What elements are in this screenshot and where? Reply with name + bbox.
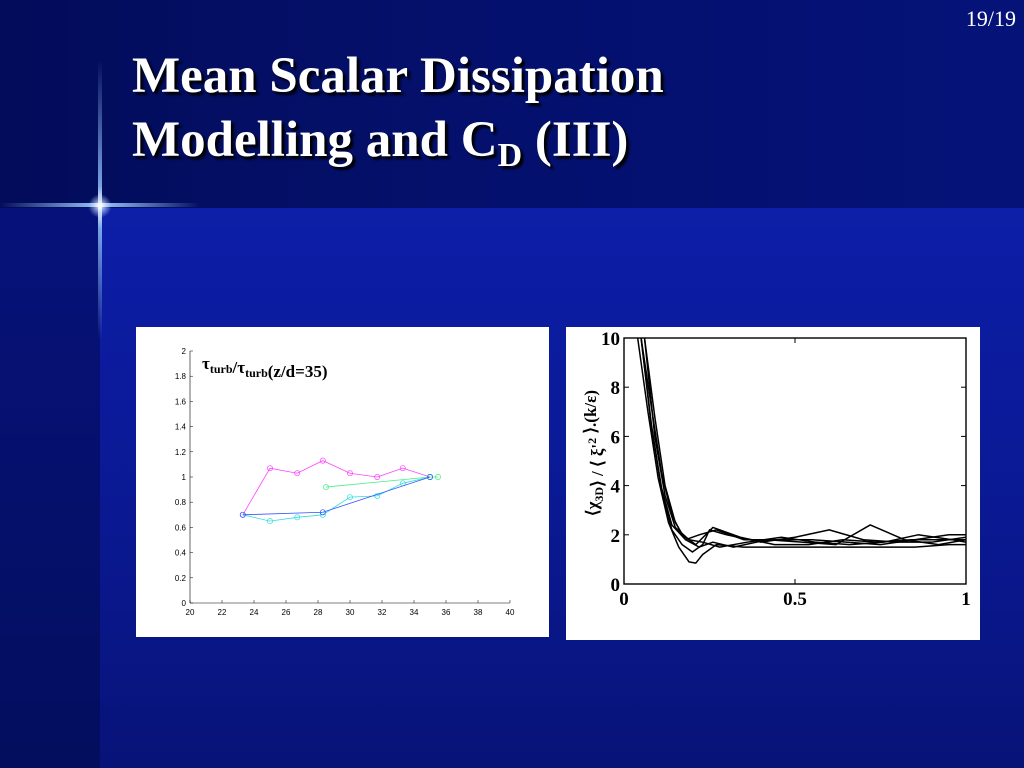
- data-point: [374, 474, 381, 480]
- data-point: [319, 457, 326, 464]
- y-axis-label: ⟨χ3D⟩ / ⟨ ξ'2 ⟩.(k/ε): [581, 390, 607, 516]
- y-tick-label: 2: [182, 347, 187, 356]
- data-point: [239, 511, 246, 518]
- data-point: [347, 494, 353, 501]
- x-tick-label: 38: [474, 608, 483, 617]
- y-axis-label-part: ⟨χ: [583, 501, 602, 516]
- right-chart-panel: 0 2 4 6 8 10 0 0.5 1 ⟨χ3D⟩ / ⟨ ξ'2 ⟩.(k/ε): [566, 327, 980, 640]
- series-line-2: [643, 338, 966, 548]
- annotation-text: /τ: [232, 358, 246, 377]
- data-point: [267, 518, 273, 525]
- timescale-ratio-chart: 0 0.2 0.4 0.6 0.8 1 1.2 1.4 1.6 1.8 2 20 22 24 26 28 30 3…: [175, 347, 515, 617]
- y-axis-label-part: 3D: [592, 487, 606, 502]
- x-tick-label: 36: [442, 608, 451, 617]
- series-line-0: [636, 338, 966, 564]
- x-tick-label: 26: [282, 608, 291, 617]
- y-axis-label-part: ⟩.(k/ε): [581, 390, 600, 438]
- x-tick-label: 34: [410, 608, 419, 617]
- left-band-background: [0, 208, 100, 768]
- slide-title: Mean Scalar Dissipation Modelling and CD…: [132, 44, 664, 173]
- x-tick-label: 0: [619, 589, 629, 610]
- annotation-text: (z/d=35): [268, 362, 328, 381]
- y-tick-label: 1.6: [175, 397, 187, 406]
- y-tick-label: 0: [611, 575, 621, 596]
- y-tick-label: 0: [182, 599, 187, 608]
- data-point: [323, 484, 329, 491]
- y-axis-label-part: ⟩ / ⟨ ξ': [588, 444, 607, 487]
- series-line-2: [325, 476, 438, 488]
- x-tick-label: 30: [346, 608, 355, 617]
- y-tick-label: 6: [611, 427, 621, 448]
- title-line-2: Modelling and CD (III): [132, 112, 629, 173]
- y-tick-label: 2: [611, 526, 621, 547]
- data-point: [267, 465, 273, 472]
- x-tick-label: 28: [314, 608, 323, 617]
- data-point: [427, 474, 433, 480]
- title-line-1: Mean Scalar Dissipation: [132, 48, 664, 104]
- series-line-3: [640, 338, 966, 546]
- star-flare-center: [88, 194, 112, 218]
- x-tick-label: 32: [378, 608, 387, 617]
- y-tick-label: 8: [611, 378, 621, 399]
- y-tick-label: 0.4: [175, 549, 187, 558]
- y-tick-label: 10: [601, 329, 620, 350]
- series-line-4: [643, 338, 966, 548]
- annotation-subscript: turb: [210, 362, 233, 376]
- page-number: 19/19: [965, 6, 1016, 31]
- data-point: [374, 492, 381, 499]
- data-point: [435, 474, 441, 480]
- y-tick-label: 1.4: [175, 423, 187, 432]
- series-line-0: [242, 460, 431, 516]
- x-tick-label: 24: [250, 608, 259, 617]
- series-line-1: [242, 476, 431, 522]
- x-tick-label: 20: [186, 608, 195, 617]
- header-background: [0, 0, 1024, 208]
- y-tick-label: 4: [611, 477, 621, 498]
- series-line-3: [242, 476, 431, 516]
- data-point: [319, 509, 326, 516]
- annotation-subscript: turb: [245, 366, 268, 380]
- title-line-2-main: Modelling and C: [132, 112, 498, 168]
- x-tick-label: 1: [961, 589, 971, 610]
- chart-annotation: τturb/τturb(z/d=35): [202, 354, 327, 381]
- title-subscript: D: [497, 137, 523, 174]
- y-tick-label: 1.8: [175, 372, 187, 381]
- left-chart-panel: 0 0.2 0.4 0.6 0.8 1 1.2 1.4 1.6 1.8 2 20 22 24 26 28 30 3…: [136, 327, 549, 637]
- y-tick-label: 1.2: [175, 448, 187, 457]
- annotation-text: τ: [202, 354, 210, 373]
- x-tick-label: 40: [506, 608, 515, 617]
- y-tick-label: 0.2: [175, 574, 187, 583]
- title-line-2-end: (III): [522, 112, 629, 168]
- y-tick-label: 0.6: [175, 523, 187, 532]
- x-tick-label: 22: [218, 608, 227, 617]
- data-point: [294, 514, 301, 521]
- y-tick-label: 1: [182, 473, 187, 482]
- series-line-5: [640, 338, 966, 546]
- y-tick-label: 0.8: [175, 498, 187, 507]
- y-axis-label-part: 2: [585, 438, 599, 444]
- data-point: [399, 465, 406, 472]
- series-line-1: [640, 338, 966, 553]
- x-tick-label: 0.5: [783, 589, 807, 610]
- data-point: [347, 470, 353, 477]
- data-point: [294, 470, 301, 477]
